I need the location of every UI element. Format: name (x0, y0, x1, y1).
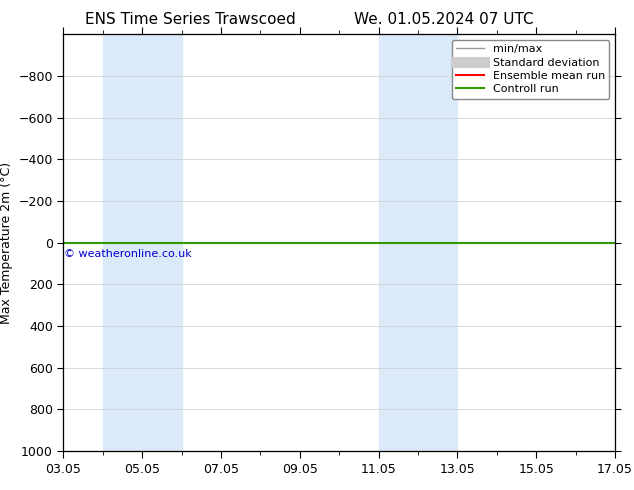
Text: We. 01.05.2024 07 UTC: We. 01.05.2024 07 UTC (354, 12, 534, 27)
Legend: min/max, Standard deviation, Ensemble mean run, Controll run: min/max, Standard deviation, Ensemble me… (451, 40, 609, 99)
Text: © weatheronline.co.uk: © weatheronline.co.uk (64, 249, 192, 259)
Bar (378, 34, 457, 451)
Y-axis label: Max Temperature 2m (°C): Max Temperature 2m (°C) (0, 162, 13, 323)
Bar (103, 34, 181, 451)
Text: ENS Time Series Trawscoed: ENS Time Series Trawscoed (85, 12, 295, 27)
